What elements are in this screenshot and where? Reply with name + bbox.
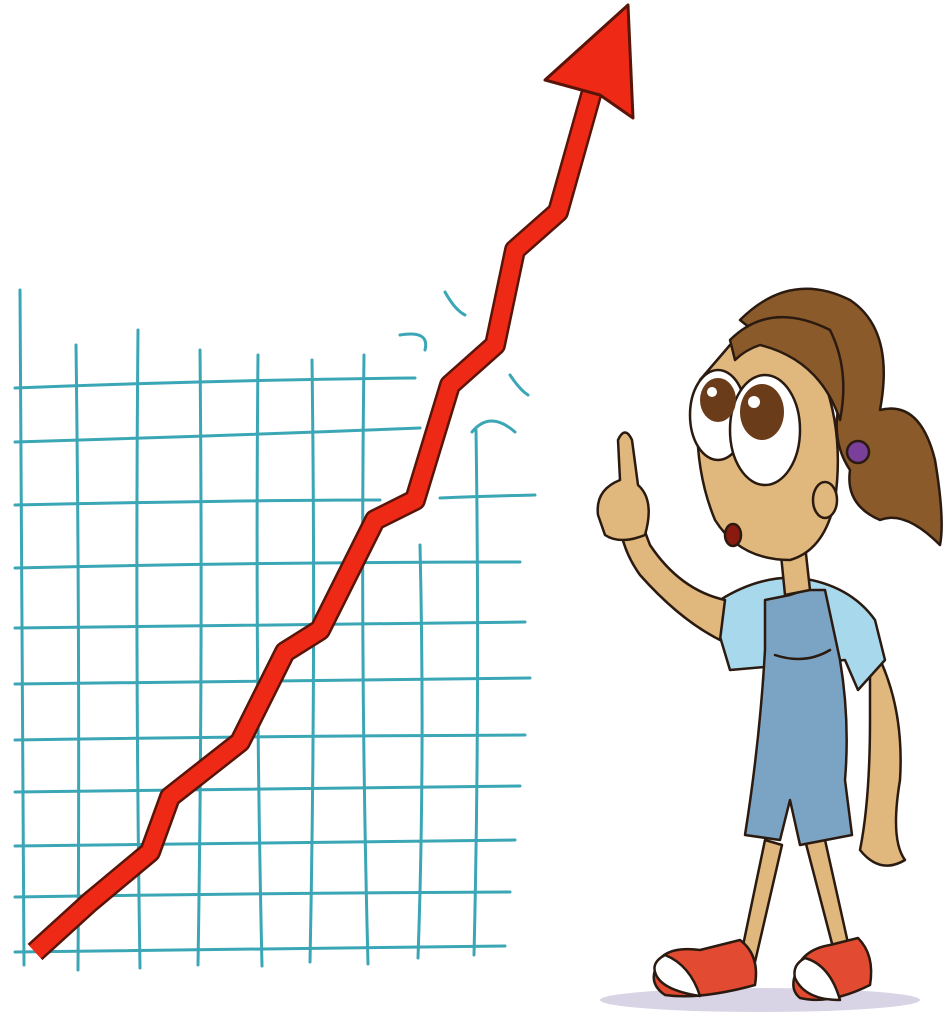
page: (() => { const data = JSON.parse(documen…	[0, 0, 947, 1018]
illustration	[0, 0, 947, 1018]
mouth	[725, 524, 741, 546]
eye-shine	[748, 396, 760, 408]
hair-tie	[847, 441, 869, 463]
shadow	[600, 988, 920, 1012]
pupil	[740, 384, 784, 440]
pupil	[700, 378, 736, 422]
ear	[813, 482, 837, 518]
eye-shine	[707, 387, 717, 397]
